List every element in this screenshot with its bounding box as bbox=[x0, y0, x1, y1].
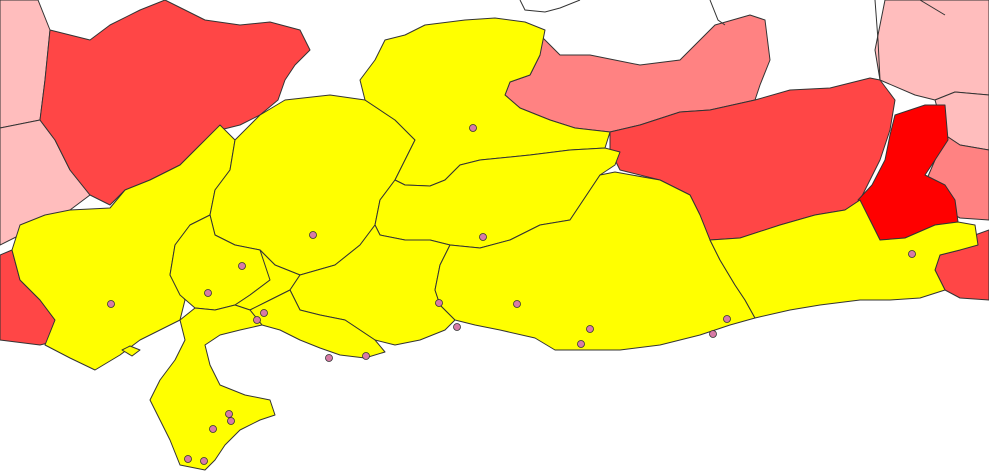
region-pale-east-upper[interactable] bbox=[874, 0, 989, 101]
point-marker[interactable] bbox=[225, 410, 233, 418]
point-marker[interactable] bbox=[200, 457, 208, 465]
point-marker[interactable] bbox=[209, 425, 217, 433]
point-marker[interactable] bbox=[577, 340, 585, 348]
point-marker[interactable] bbox=[469, 124, 477, 132]
point-marker[interactable] bbox=[453, 323, 461, 331]
point-marker[interactable] bbox=[227, 417, 235, 425]
point-marker[interactable] bbox=[325, 354, 333, 362]
point-marker[interactable] bbox=[184, 455, 192, 463]
region-yellow-southwest-peninsula[interactable] bbox=[149, 304, 276, 471]
region-yellow-south-coast[interactable] bbox=[249, 289, 386, 359]
point-marker[interactable] bbox=[435, 299, 443, 307]
point-markers bbox=[107, 124, 916, 465]
point-marker[interactable] bbox=[204, 289, 212, 297]
point-marker[interactable] bbox=[238, 262, 246, 270]
region-red-northwest[interactable] bbox=[39, 0, 311, 206]
point-marker[interactable] bbox=[253, 316, 261, 324]
point-marker[interactable] bbox=[709, 330, 717, 338]
islet bbox=[121, 345, 141, 357]
point-marker[interactable] bbox=[107, 300, 115, 308]
region-boundary-north-outline bbox=[519, 0, 946, 81]
point-marker[interactable] bbox=[513, 300, 521, 308]
point-marker[interactable] bbox=[479, 233, 487, 241]
point-marker[interactable] bbox=[586, 325, 594, 333]
point-marker[interactable] bbox=[908, 250, 916, 258]
point-marker[interactable] bbox=[723, 315, 731, 323]
point-marker[interactable] bbox=[362, 352, 370, 360]
point-marker[interactable] bbox=[309, 231, 317, 239]
point-marker[interactable] bbox=[260, 309, 268, 317]
region-yellow-east[interactable] bbox=[709, 199, 979, 319]
